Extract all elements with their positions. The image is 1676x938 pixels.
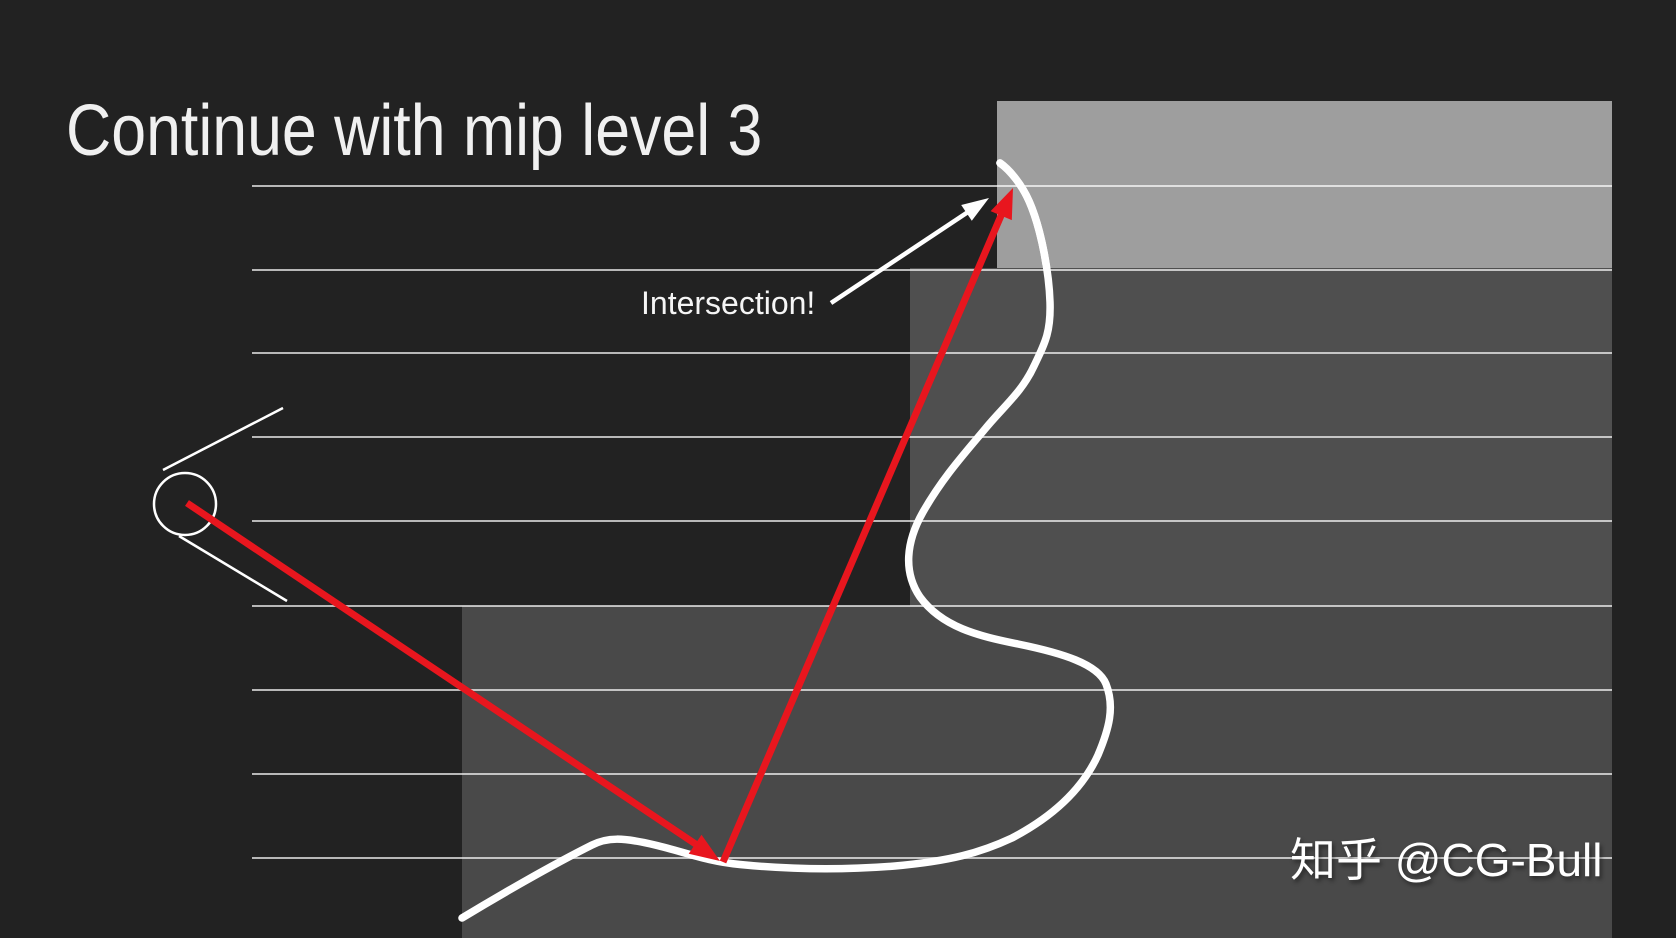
camera-circle-icon xyxy=(152,471,218,537)
mip-level-rect-bottom xyxy=(462,606,1612,938)
camera-eye-glyph xyxy=(152,406,288,603)
intersection-pointer-arrow xyxy=(829,198,989,305)
surface-curve-top-tip xyxy=(996,159,1050,268)
zhihu-watermark: 知乎 @CG-Bull xyxy=(1290,834,1603,886)
reflected-ray-arrowhead xyxy=(990,188,1013,221)
view-ray-arrowhead xyxy=(688,834,720,861)
intersection-pointer-shaft xyxy=(829,210,970,305)
camera-lower-line xyxy=(178,534,288,603)
intersection-pointer-arrowhead xyxy=(961,198,989,221)
mip-level-rect-top xyxy=(997,101,1612,268)
slide-title: Continue with mip level 3 xyxy=(66,91,763,171)
view-ray-arrow xyxy=(185,500,720,861)
reflected-ray-shaft xyxy=(719,209,1007,864)
intersection-label: Intersection! xyxy=(641,285,816,321)
surface-curve xyxy=(458,159,1115,922)
camera-upper-line xyxy=(162,406,284,472)
view-ray-shaft xyxy=(185,500,699,848)
